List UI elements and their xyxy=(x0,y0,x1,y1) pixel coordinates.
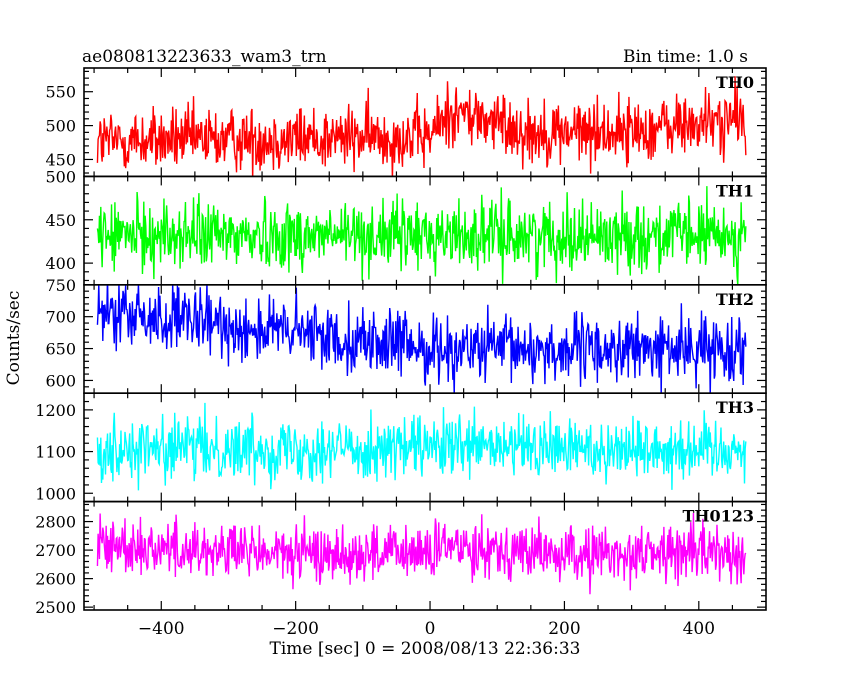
series-line-th3 xyxy=(96,402,747,491)
series-line-th1 xyxy=(96,186,747,285)
y-tick-label: 2600 xyxy=(35,570,76,589)
series-label: TH0 xyxy=(716,73,754,92)
series-line-th2 xyxy=(96,284,747,394)
y-tick-label: 600 xyxy=(45,371,76,390)
y-tick-label: 450 xyxy=(45,150,76,169)
x-tick-label: 0 xyxy=(425,619,436,639)
series-label: TH0123 xyxy=(682,507,754,526)
y-tick-label: 2700 xyxy=(35,541,76,560)
y-tick-label: 1100 xyxy=(35,443,76,462)
y-tick-label: 750 xyxy=(45,276,76,295)
series-label: TH3 xyxy=(716,398,754,417)
x-tick-label: −200 xyxy=(272,619,319,639)
y-tick-label: 500 xyxy=(45,167,76,186)
series-line-th0 xyxy=(96,76,747,177)
series-line-th0123 xyxy=(96,512,747,595)
bin-time-label: Bin time: 1.0 s xyxy=(623,47,748,67)
panel-th0123: 2500 2600 2700 2800 TH0123 xyxy=(35,500,767,617)
panels-group: 450500550TH0400450500TH1600650700750TH21… xyxy=(35,67,767,617)
x-tick-label: 400 xyxy=(683,619,715,639)
y-tick-label: 1200 xyxy=(35,401,76,420)
y-tick-label: 2800 xyxy=(35,513,76,532)
x-tick-label: −400 xyxy=(138,619,185,639)
x-tick-label: 200 xyxy=(548,619,580,639)
y-tick-label: 400 xyxy=(45,254,76,273)
panel-th1: 400 450 500 TH1 xyxy=(45,167,767,286)
x-axis-label: Time [sec] 0 = 2008/08/13 22:36:33 xyxy=(270,639,581,659)
chart-title: ae080813223633_wam3_trn xyxy=(82,47,327,67)
y-tick-label: 550 xyxy=(45,83,76,102)
y-tick-label: 650 xyxy=(45,340,76,359)
y-tick-label: 2500 xyxy=(35,598,76,617)
panel-th2: 600 650 700 750 TH2 xyxy=(45,276,767,394)
panel-th3: 1000 1100 1200 TH3 xyxy=(35,392,767,503)
y-tick-label: 500 xyxy=(45,117,76,136)
y-tick-label: 450 xyxy=(45,211,76,230)
panel-th0: 450 500 550 TH0 xyxy=(45,67,767,178)
y-tick-label: 1000 xyxy=(35,484,76,503)
series-label: TH1 xyxy=(716,181,754,200)
series-label: TH2 xyxy=(716,290,754,309)
y-tick-label: 700 xyxy=(45,308,76,327)
y-axis-label: Counts/sec xyxy=(4,291,24,386)
x-axis: −400 −200 0 200 400 xyxy=(138,619,715,639)
